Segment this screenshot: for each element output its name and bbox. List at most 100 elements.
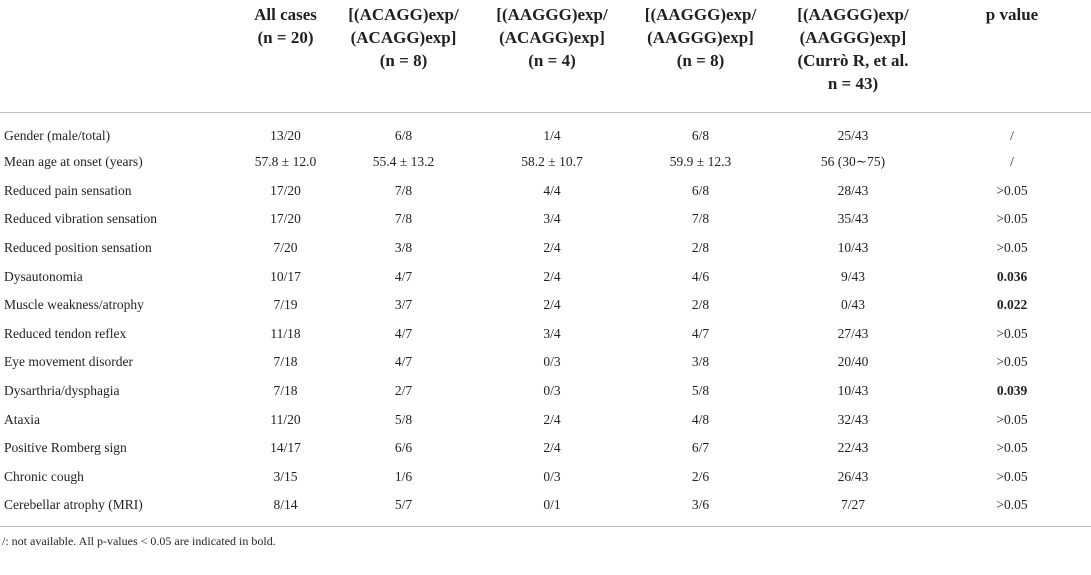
cell-curro-cohort: 10/43 [773, 234, 933, 263]
cell-all-cases: 3/15 [240, 463, 331, 492]
cell-p-value: 0.036 [933, 262, 1091, 291]
cell-aaggg-acagg: 0/3 [476, 348, 628, 377]
cell-p-value: >0.05 [933, 348, 1091, 377]
table-row: Dysautonomia 10/17 4/7 2/4 4/6 9/43 0.036 [0, 262, 1091, 291]
cell-acagg-acagg: 6/6 [331, 434, 476, 463]
table-footer: /: not available. All p-values < 0.05 ar… [0, 526, 1091, 549]
table-row: Cerebellar atrophy (MRI) 8/14 5/7 0/1 3/6 7/2… [0, 491, 1091, 526]
cell-p-value: 0.022 [933, 291, 1091, 320]
cell-acagg-acagg: 5/8 [331, 405, 476, 434]
row-label: Positive Romberg sign [0, 434, 240, 463]
cell-curro-cohort: 20/40 [773, 348, 933, 377]
cell-acagg-acagg: 3/8 [331, 234, 476, 263]
row-label: Dysautonomia [0, 262, 240, 291]
row-label: Eye movement disorder [0, 348, 240, 377]
footnote-row: /: not available. All p-values < 0.05 ar… [0, 526, 1091, 549]
cell-aaggg-aaggg: 2/8 [628, 234, 773, 263]
cell-curro-cohort: 7/27 [773, 491, 933, 526]
cell-p-value: >0.05 [933, 434, 1091, 463]
table-body: Gender (male/total) 13/20 6/8 1/4 6/8 25/43/M… [0, 112, 1091, 526]
cell-p-value: 0.039 [933, 377, 1091, 406]
cell-aaggg-aaggg: 4/6 [628, 262, 773, 291]
cell-all-cases: 11/20 [240, 405, 331, 434]
cell-aaggg-acagg: 3/4 [476, 320, 628, 349]
table-row: Reduced position sensation 7/20 3/8 2/4 2/8 1… [0, 234, 1091, 263]
cell-p-value: >0.05 [933, 234, 1091, 263]
cell-curro-cohort: 27/43 [773, 320, 933, 349]
cell-curro-cohort: 9/43 [773, 262, 933, 291]
table-row: Reduced pain sensation 17/20 7/8 4/4 6/8 28/4… [0, 177, 1091, 206]
cell-acagg-acagg: 55.4 ± 13.2 [331, 148, 476, 177]
cell-aaggg-acagg: 0/1 [476, 491, 628, 526]
table-header: All cases (n = 20) [(ACAGG)exp/ (ACAGG)e… [0, 0, 1091, 112]
footnote: /: not available. All p-values < 0.05 ar… [0, 526, 1091, 549]
cell-acagg-acagg: 7/8 [331, 177, 476, 206]
cell-p-value: >0.05 [933, 205, 1091, 234]
table-row: Reduced tendon reflex 11/18 4/7 3/4 4/7 27/43… [0, 320, 1091, 349]
cell-acagg-acagg: 6/8 [331, 112, 476, 148]
cell-aaggg-aaggg: 3/6 [628, 491, 773, 526]
cell-aaggg-aaggg: 6/8 [628, 112, 773, 148]
cell-all-cases: 7/18 [240, 348, 331, 377]
row-label: Mean age at onset (years) [0, 148, 240, 177]
cell-aaggg-aaggg: 4/8 [628, 405, 773, 434]
cell-aaggg-acagg: 1/4 [476, 112, 628, 148]
cell-aaggg-aaggg: 3/8 [628, 348, 773, 377]
header-line: [(ACAGG)exp/ [331, 3, 476, 26]
header-curro-cohort: [(AAGGG)exp/ (AAGGG)exp] (Currò R, et al… [773, 0, 933, 112]
table-row: Dysarthria/dysphagia 7/18 2/7 0/3 5/8 10/43 0.… [0, 377, 1091, 406]
cell-p-value: / [933, 148, 1091, 177]
cell-aaggg-aaggg: 5/8 [628, 377, 773, 406]
cell-all-cases: 17/20 [240, 205, 331, 234]
cell-p-value: >0.05 [933, 491, 1091, 526]
cell-aaggg-aaggg: 4/7 [628, 320, 773, 349]
header-line: (AAGGG)exp] [628, 26, 773, 49]
cell-acagg-acagg: 7/8 [331, 205, 476, 234]
header-line: (ACAGG)exp] [476, 26, 628, 49]
cell-acagg-acagg: 2/7 [331, 377, 476, 406]
cell-aaggg-acagg: 2/4 [476, 434, 628, 463]
cell-all-cases: 10/17 [240, 262, 331, 291]
table-row: Mean age at onset (years) 57.8 ± 12.0 55.4… [0, 148, 1091, 177]
cell-curro-cohort: 32/43 [773, 405, 933, 434]
cell-aaggg-acagg: 0/3 [476, 377, 628, 406]
row-label: Muscle weakness/atrophy [0, 291, 240, 320]
table-row: Muscle weakness/atrophy 7/19 3/7 2/4 2/8 0/43… [0, 291, 1091, 320]
cell-acagg-acagg: 4/7 [331, 320, 476, 349]
cell-all-cases: 8/14 [240, 491, 331, 526]
header-all-cases: All cases (n = 20) [240, 0, 331, 112]
cell-curro-cohort: 0/43 [773, 291, 933, 320]
row-label: Reduced tendon reflex [0, 320, 240, 349]
row-label: Gender (male/total) [0, 112, 240, 148]
cell-acagg-acagg: 1/6 [331, 463, 476, 492]
cell-aaggg-acagg: 58.2 ± 10.7 [476, 148, 628, 177]
cell-aaggg-aaggg: 2/6 [628, 463, 773, 492]
clinical-features-table: All cases (n = 20) [(ACAGG)exp/ (ACAGG)e… [0, 0, 1091, 549]
cell-aaggg-acagg: 0/3 [476, 463, 628, 492]
cell-acagg-acagg: 3/7 [331, 291, 476, 320]
cell-curro-cohort: 26/43 [773, 463, 933, 492]
cell-acagg-acagg: 4/7 [331, 348, 476, 377]
header-aaggg-acagg: [(AAGGG)exp/ (ACAGG)exp] (n = 4) [476, 0, 628, 112]
row-label: Reduced position sensation [0, 234, 240, 263]
cell-acagg-acagg: 5/7 [331, 491, 476, 526]
cell-curro-cohort: 10/43 [773, 377, 933, 406]
cell-all-cases: 11/18 [240, 320, 331, 349]
cell-all-cases: 7/18 [240, 377, 331, 406]
cell-all-cases: 13/20 [240, 112, 331, 148]
cell-p-value: >0.05 [933, 320, 1091, 349]
cell-aaggg-aaggg: 6/7 [628, 434, 773, 463]
table-row: Chronic cough 3/15 1/6 0/3 2/6 26/43 >0.05 [0, 463, 1091, 492]
cell-p-value: >0.05 [933, 463, 1091, 492]
header-acagg-acagg: [(ACAGG)exp/ (ACAGG)exp] (n = 8) [331, 0, 476, 112]
row-label: Reduced vibration sensation [0, 205, 240, 234]
row-label: Ataxia [0, 405, 240, 434]
cell-aaggg-acagg: 2/4 [476, 291, 628, 320]
header-feature [0, 0, 240, 112]
header-line: (n = 20) [240, 26, 331, 49]
header-line: (AAGGG)exp] [773, 26, 933, 49]
cell-aaggg-acagg: 2/4 [476, 234, 628, 263]
cell-all-cases: 57.8 ± 12.0 [240, 148, 331, 177]
table-row: Reduced vibration sensation 17/20 7/8 3/4 7/… [0, 205, 1091, 234]
